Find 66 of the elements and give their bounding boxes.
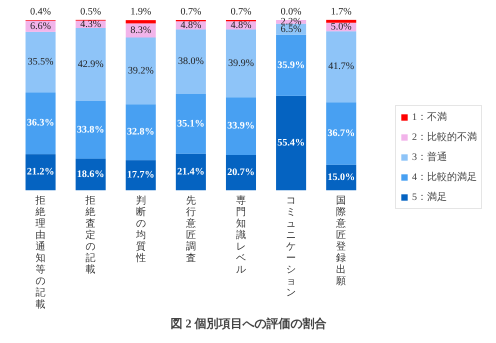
bar bbox=[276, 34, 306, 96]
bar bbox=[76, 101, 106, 159]
x-tick-label: 拒絶査定の記載 bbox=[84, 194, 96, 276]
data-label: 35.9% bbox=[277, 60, 305, 71]
bar bbox=[276, 96, 306, 190]
data-label: 33.9% bbox=[227, 120, 255, 132]
legend-label: 3：普通 bbox=[412, 150, 447, 164]
data-label: 35.5% bbox=[28, 56, 54, 68]
data-label: 0.0% bbox=[280, 6, 302, 18]
bar bbox=[176, 29, 206, 94]
bar bbox=[126, 160, 156, 190]
bar bbox=[226, 97, 256, 155]
data-label: 0.4% bbox=[30, 6, 51, 18]
data-label: 20.7% bbox=[227, 167, 255, 178]
bar bbox=[176, 154, 206, 190]
bar bbox=[76, 28, 106, 102]
text: 図 2 個別項目への評価の割合 bbox=[170, 316, 328, 330]
data-label: 17.7% bbox=[127, 170, 155, 181]
data-label: 5.0% bbox=[330, 21, 352, 32]
data-label: 55.4% bbox=[277, 138, 305, 149]
data-label: 39.9% bbox=[228, 58, 254, 69]
x-tick-label: 先行意匠調査 bbox=[184, 194, 196, 264]
data-label: 42.9% bbox=[78, 59, 104, 70]
bar bbox=[26, 154, 56, 190]
data-label: 6.6% bbox=[30, 20, 51, 32]
bar bbox=[326, 102, 356, 165]
data-label: 35.1% bbox=[177, 118, 205, 130]
category-label: 拒絶理由通知等の記載 bbox=[36, 195, 46, 310]
data-label: 0.5% bbox=[80, 6, 102, 18]
bar bbox=[326, 31, 356, 102]
legend-label: 5：満足 bbox=[412, 190, 447, 204]
data-label: 36.3% bbox=[26, 118, 54, 129]
data-label: 21.4% bbox=[177, 166, 205, 178]
data-label: 0.7% bbox=[180, 6, 202, 18]
data-label: 21.2% bbox=[26, 166, 54, 178]
data-label: 18.6% bbox=[76, 168, 104, 180]
bar bbox=[26, 92, 56, 154]
data-label: 1.9% bbox=[130, 6, 152, 18]
data-label: 0.7% bbox=[230, 6, 252, 18]
data-label: 1.7% bbox=[330, 6, 352, 18]
data-label: 4.8% bbox=[230, 20, 252, 31]
data-label: 32.8% bbox=[127, 126, 155, 138]
legend-label: 1：不満 bbox=[412, 110, 447, 124]
x-tick-label: 国際意匠登録出願 bbox=[335, 195, 346, 288]
bar bbox=[126, 20, 156, 24]
bar bbox=[226, 29, 256, 98]
data-label: 4.3% bbox=[80, 18, 102, 30]
data-label: 36.7% bbox=[327, 128, 355, 139]
data-label: 4.8% bbox=[180, 20, 202, 31]
bar bbox=[26, 32, 56, 92]
data-label: 41.7% bbox=[328, 61, 354, 72]
bar bbox=[126, 104, 156, 160]
legend-label: 2：比較的不満 bbox=[412, 130, 477, 144]
bar bbox=[176, 94, 206, 154]
x-tick-label: 専門知識レベル bbox=[236, 194, 246, 276]
data-label: 33.8% bbox=[76, 124, 104, 136]
x-tick-label: 判断の均質性 bbox=[134, 194, 146, 264]
data-label: 39.2% bbox=[128, 65, 154, 76]
data-label: 38.0% bbox=[178, 56, 204, 68]
bar bbox=[226, 154, 256, 190]
category-label: コミュニケーション bbox=[286, 195, 296, 299]
data-label: 15.0% bbox=[327, 172, 355, 183]
data-label: 8.3% bbox=[130, 24, 152, 36]
legend-label: 4：比較的満足 bbox=[412, 170, 477, 184]
bar bbox=[126, 38, 156, 104]
data-label: 6.5% bbox=[280, 24, 302, 35]
